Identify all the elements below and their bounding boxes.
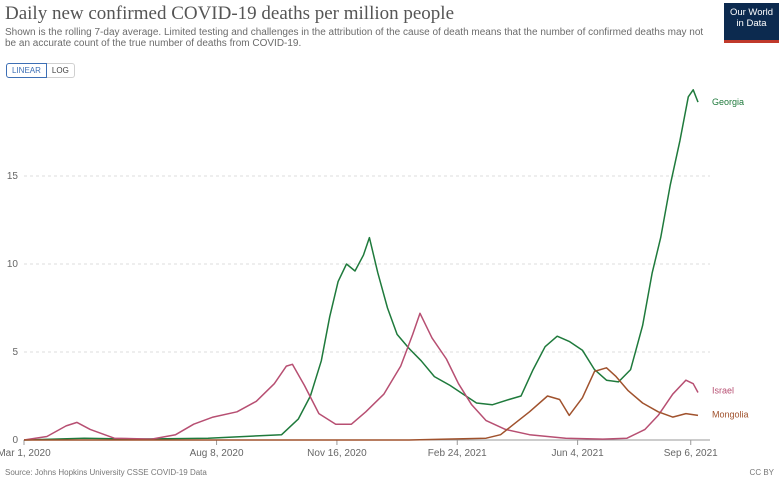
source-note[interactable]: Source: Johns Hopkins University CSSE CO… (5, 468, 207, 477)
series-line-israel[interactable] (23, 312, 699, 441)
y-tick-label: 10 (7, 259, 19, 270)
x-tick-label: Jun 4, 2021 (551, 448, 604, 459)
logo-line-1: Our World (729, 7, 774, 18)
owid-logo[interactable]: Our World in Data (724, 3, 779, 43)
x-axis-ticks: Mar 1, 2020 Aug 8, 2020 Nov 16, 2020 Feb 24… (0, 440, 718, 459)
x-tick-label: Mar 1, 2020 (0, 448, 51, 459)
x-tick-label: Nov 16, 2020 (307, 448, 367, 459)
series-label-mongolia[interactable]: Mongolia (712, 409, 749, 419)
y-tick-label: 15 (7, 171, 19, 182)
x-tick-label: Feb 24, 2021 (428, 448, 487, 459)
gridlines (24, 175, 710, 441)
linear-scale-button[interactable]: LINEAR (6, 63, 47, 78)
series-line-mongolia[interactable] (24, 367, 699, 441)
license-note[interactable]: CC BY (749, 468, 774, 477)
y-axis-ticks: 0 5 10 15 (7, 171, 19, 446)
series-labels: Georgia Israel Mongolia (712, 97, 749, 419)
logo-line-2: in Data (736, 17, 767, 29)
series-lines (23, 89, 699, 441)
chart-title: Daily new confirmed COVID-19 deaths per … (5, 3, 455, 24)
y-tick-label: 5 (12, 347, 18, 358)
x-tick-label: Sep 6, 2021 (664, 448, 718, 459)
series-label-georgia[interactable]: Georgia (712, 97, 744, 107)
series-line-georgia[interactable] (23, 89, 699, 441)
x-tick-label: Aug 8, 2020 (190, 448, 244, 459)
scale-toggle: LINEAR LOG (6, 63, 75, 78)
y-tick-label: 0 (12, 435, 18, 446)
log-scale-button[interactable]: LOG (46, 63, 75, 78)
chart-subtitle: Shown is the rolling 7-day average. Limi… (5, 27, 704, 49)
series-label-israel[interactable]: Israel (712, 385, 734, 395)
